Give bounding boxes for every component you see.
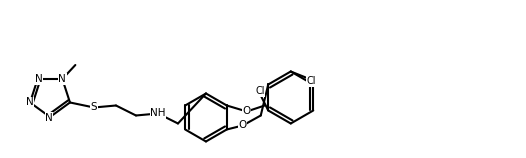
Text: O: O — [239, 121, 247, 131]
Text: N: N — [58, 74, 66, 84]
Text: N: N — [26, 97, 34, 107]
Text: S: S — [90, 103, 97, 112]
Text: N: N — [45, 113, 53, 123]
Text: NH: NH — [150, 109, 166, 118]
Text: N: N — [35, 74, 43, 84]
Text: O: O — [242, 106, 251, 116]
Text: Cl: Cl — [306, 76, 316, 86]
Text: Cl: Cl — [256, 86, 265, 97]
